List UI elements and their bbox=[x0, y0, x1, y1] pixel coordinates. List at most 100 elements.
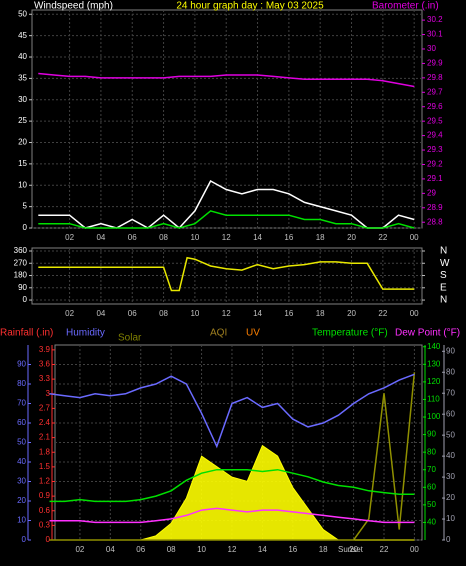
y-tick-label: 3.6 bbox=[39, 360, 51, 369]
legend-text: AQI bbox=[210, 328, 227, 339]
y2-tick-label: 29 bbox=[427, 188, 436, 197]
compass-label: N bbox=[440, 295, 447, 306]
y-tick-label: 0 bbox=[446, 535, 451, 544]
line bbox=[49, 372, 416, 541]
y-tick-label: 10 bbox=[18, 180, 27, 189]
y-tick-label: 70 bbox=[17, 399, 26, 408]
x-tick-label: 02 bbox=[75, 545, 84, 554]
y-tick-label: 30 bbox=[18, 95, 27, 104]
x-tick-label: 08 bbox=[167, 545, 176, 554]
y-tick-label: 30 bbox=[446, 472, 455, 481]
y-tick-label: 100 bbox=[427, 412, 441, 421]
y-tick-label: 20 bbox=[18, 138, 27, 147]
x-tick-label: 16 bbox=[288, 545, 297, 554]
x-tick-label: 00 bbox=[410, 309, 419, 318]
y-tick-label: 40 bbox=[446, 451, 455, 460]
y-tick-label: 1.8 bbox=[39, 447, 51, 456]
y2-tick-label: 28.8 bbox=[427, 217, 443, 226]
y-tick-label: 50 bbox=[18, 9, 27, 18]
y2-tick-label: 29.7 bbox=[427, 87, 443, 96]
axis-label: Barometer (.in) bbox=[372, 1, 439, 12]
y-tick-label: 80 bbox=[446, 367, 455, 376]
x-tick-label: 08 bbox=[159, 233, 168, 242]
y-tick-label: 2.4 bbox=[39, 418, 51, 427]
x-tick-label: 20 bbox=[347, 233, 356, 242]
y-tick-label: 90 bbox=[427, 430, 436, 439]
y-tick-label: 80 bbox=[17, 379, 26, 388]
y-tick-label: 0 bbox=[23, 295, 28, 304]
x-tick-label: 10 bbox=[190, 309, 199, 318]
compass-label: N bbox=[440, 246, 447, 257]
y-tick-label: 0 bbox=[46, 535, 51, 544]
axis-label: Windspeed (mph) bbox=[34, 1, 113, 12]
x-tick-label: 02 bbox=[65, 233, 74, 242]
y2-tick-label: 29.3 bbox=[427, 145, 443, 154]
legend-text: Dew Point (°F) bbox=[395, 328, 460, 339]
compass-label: W bbox=[440, 258, 450, 269]
y-tick-label: 0 bbox=[23, 223, 28, 232]
x-tick-label: 02 bbox=[65, 309, 74, 318]
y-tick-label: 0.9 bbox=[39, 491, 51, 500]
legend-text: Solar bbox=[118, 333, 142, 344]
y-tick-label: 0 bbox=[22, 535, 27, 544]
x-tick-label: 20 bbox=[347, 309, 356, 318]
x-tick-label: 06 bbox=[136, 545, 145, 554]
annotation: Sunset bbox=[338, 545, 364, 554]
y-tick-label: 40 bbox=[17, 457, 26, 466]
plot-area bbox=[31, 247, 423, 305]
y-tick-label: 130 bbox=[427, 359, 441, 368]
x-tick-label: 22 bbox=[378, 309, 387, 318]
x-tick-label: 10 bbox=[190, 233, 199, 242]
line bbox=[38, 210, 415, 229]
y-tick-label: 50 bbox=[17, 438, 26, 447]
x-tick-label: 18 bbox=[316, 309, 325, 318]
x-tick-label: 10 bbox=[197, 545, 206, 554]
x-tick-label: 18 bbox=[319, 545, 328, 554]
y-tick-label: 90 bbox=[17, 360, 26, 369]
y2-tick-label: 29.4 bbox=[427, 131, 443, 140]
y-tick-label: 35 bbox=[18, 74, 27, 83]
x-tick-label: 18 bbox=[316, 233, 325, 242]
x-tick-label: 12 bbox=[222, 309, 231, 318]
y-tick-label: 60 bbox=[17, 418, 26, 427]
x-tick-label: 20 bbox=[349, 545, 358, 554]
x-tick-label: 00 bbox=[410, 545, 419, 554]
line bbox=[38, 72, 415, 88]
y-tick-label: 110 bbox=[427, 395, 440, 404]
y-tick-label: 45 bbox=[18, 31, 27, 40]
y-tick-label: 15 bbox=[18, 159, 27, 168]
y-tick-label: 2.7 bbox=[39, 403, 51, 412]
y2-tick-label: 29.5 bbox=[427, 116, 443, 125]
line bbox=[38, 256, 415, 292]
plot-area bbox=[31, 9, 423, 229]
y-tick-label: 1.2 bbox=[39, 477, 51, 486]
y-tick-label: 25 bbox=[18, 116, 27, 125]
y-tick-label: 270 bbox=[14, 258, 28, 267]
y-tick-label: 140 bbox=[427, 342, 441, 351]
y-tick-label: 2.1 bbox=[39, 433, 51, 442]
axis-label: Temperature (°F) bbox=[312, 328, 388, 339]
x-tick-label: 12 bbox=[228, 545, 237, 554]
y-tick-label: 10 bbox=[446, 514, 455, 523]
y-tick-label: 1.5 bbox=[39, 462, 51, 471]
y-tick-label: 90 bbox=[18, 283, 27, 292]
y-tick-label: 60 bbox=[446, 409, 455, 418]
y-tick-label: 40 bbox=[427, 518, 436, 527]
line bbox=[49, 373, 415, 449]
y2-tick-label: 30.2 bbox=[427, 15, 443, 24]
compass-label: S bbox=[440, 270, 447, 281]
y-tick-label: 3.9 bbox=[39, 345, 51, 354]
x-tick-label: 08 bbox=[159, 309, 168, 318]
y2-tick-label: 30.1 bbox=[427, 30, 443, 39]
y-tick-label: 90 bbox=[446, 346, 455, 355]
y-tick-label: 50 bbox=[446, 430, 455, 439]
y-tick-label: 5 bbox=[23, 202, 28, 211]
y-tick-label: 40 bbox=[18, 52, 27, 61]
chart-title: 24 hour graph day : May 03 2025 bbox=[176, 1, 324, 12]
x-tick-label: 14 bbox=[258, 545, 267, 554]
compass-label: E bbox=[440, 282, 447, 293]
y-tick-label: 180 bbox=[14, 271, 28, 280]
y2-tick-label: 29.1 bbox=[427, 174, 443, 183]
y-tick-label: 20 bbox=[446, 493, 455, 502]
